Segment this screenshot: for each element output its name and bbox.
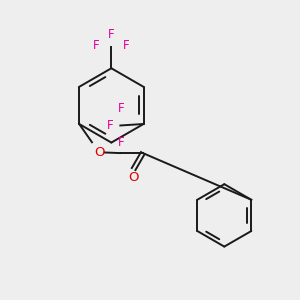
Text: F: F bbox=[118, 102, 124, 115]
Text: O: O bbox=[94, 146, 104, 159]
Text: F: F bbox=[107, 119, 113, 132]
Text: F: F bbox=[118, 136, 124, 149]
Text: F: F bbox=[93, 39, 100, 52]
Text: F: F bbox=[123, 39, 130, 52]
Text: F: F bbox=[108, 28, 115, 40]
Text: O: O bbox=[128, 170, 139, 184]
